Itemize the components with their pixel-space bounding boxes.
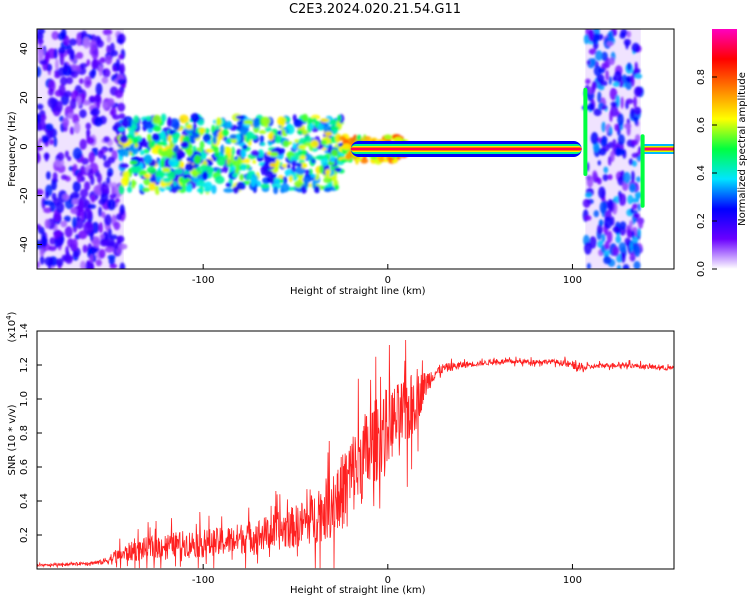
snr-ytick-label: 1.4: [19, 323, 30, 339]
broadband-noise-right: [581, 29, 645, 269]
snr-scale-label: (x104): [5, 311, 18, 342]
snr-series-line: [37, 339, 674, 569]
spec-xlabel: Height of straight line (km): [290, 286, 426, 297]
snr-ytick-label: 0.6: [19, 459, 30, 475]
colorbar-label: Normalized spectral amplitude: [737, 72, 748, 226]
noisy-band: [116, 113, 346, 196]
spectrogram-panel: -100 0 100 -40 -20 0 20 40 Height of straight li…: [7, 28, 675, 297]
snr-xtick-label: -100: [192, 575, 215, 586]
spec-ytick-label: -40: [19, 236, 30, 252]
snr-ytick-label: 0.2: [19, 527, 30, 543]
colorbar-tick-label: 0.6: [696, 117, 707, 133]
colorbar-tick-label: 0.4: [696, 165, 707, 181]
spec-xtick-label: 0: [385, 275, 391, 286]
snr-ytick-label: 0.4: [19, 493, 30, 509]
snr-xtick-label: 0: [385, 575, 391, 586]
colorbar-tick-label: 0.0: [696, 261, 707, 277]
colorbar: 0.0 0.2 0.4 0.6 0.8 Normalized spectral ampli…: [696, 29, 748, 277]
snr-ylabel: SNR (10 * v/v): [7, 404, 18, 475]
carrier-line: [350, 87, 674, 208]
spec-ytick-label: 40: [19, 42, 30, 55]
colorbar-tick-label: 0.2: [696, 213, 707, 229]
spec-xtick-label: -100: [192, 275, 215, 286]
snr-ytick-label: 0.8: [19, 425, 30, 441]
spec-ytick-label: 0: [19, 143, 30, 149]
broadband-noise-left: [37, 29, 128, 269]
spec-xtick-label: 100: [563, 275, 582, 286]
spec-ylabel: Frequency (Hz): [7, 111, 18, 187]
snr-xtick-label: 100: [563, 575, 582, 586]
figure-title: C2E3.2024.020.21.54.G11: [288, 2, 462, 17]
snr-ytick-label: 1.0: [19, 391, 30, 407]
spec-ytick-label: -20: [19, 187, 30, 203]
snr-xlabel: Height of straight line (km): [290, 585, 426, 596]
snr-panel: -100 0 100 0.2 0.4 0.6 0.8 1.0 1.2 1.4 Height of s…: [5, 311, 675, 596]
snr-ytick-label: 1.2: [19, 357, 30, 373]
colorbar-tick-label: 0.8: [696, 69, 707, 85]
spec-ytick-label: 20: [19, 91, 30, 104]
colorbar-gradient: [712, 29, 737, 269]
